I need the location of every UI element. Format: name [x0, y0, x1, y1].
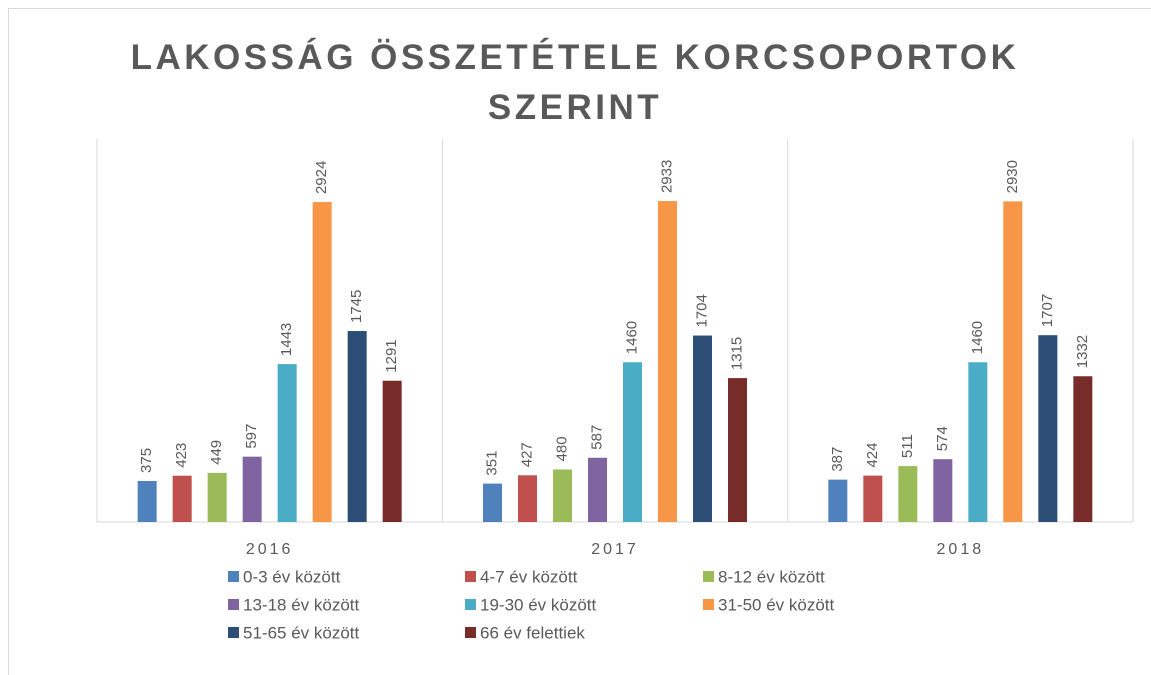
bar [588, 457, 607, 522]
x-tick-label: 2017 [591, 541, 639, 558]
data-label: 480 [553, 436, 570, 461]
legend-label: 31-50 év között [718, 595, 835, 614]
bar [382, 380, 402, 522]
data-label: 2930 [1004, 160, 1021, 193]
data-label: 1460 [969, 321, 986, 354]
bar [518, 475, 537, 522]
legend-swatch [703, 599, 714, 610]
bar [172, 475, 192, 522]
data-label: 597 [243, 424, 260, 449]
bar [553, 469, 572, 522]
legend-label: 51-65 év között [243, 623, 360, 642]
bar [242, 456, 262, 522]
legend-swatch [465, 627, 476, 638]
legend-label: 13-18 év között [243, 595, 360, 614]
bar [137, 480, 157, 522]
data-label: 351 [483, 451, 500, 476]
data-label: 587 [588, 425, 605, 450]
bar [347, 331, 367, 522]
data-label: 511 [899, 434, 916, 458]
bar [623, 362, 642, 522]
legend-swatch [465, 599, 476, 610]
legend-swatch [228, 571, 239, 582]
data-label: 1704 [693, 294, 710, 327]
data-label: 449 [208, 440, 225, 465]
data-label: 1315 [728, 337, 745, 370]
data-label: 2933 [658, 160, 675, 193]
bar [277, 364, 297, 522]
bar [483, 483, 502, 522]
bar [658, 201, 677, 522]
x-tick-label: 2016 [246, 541, 294, 558]
legend-label: 19-30 év között [480, 595, 597, 614]
data-label: 1443 [278, 323, 295, 356]
bar [968, 362, 988, 522]
bar [207, 472, 227, 522]
chart-frame [8, 8, 1151, 675]
bar [898, 466, 918, 522]
data-label: 375 [138, 448, 155, 473]
legend-label: 4-7 év között [480, 567, 578, 586]
data-label: 387 [829, 447, 846, 472]
data-label: 1291 [383, 339, 400, 372]
legend-label: 8-12 év között [718, 567, 825, 586]
data-label: 1460 [623, 321, 640, 354]
bar [1003, 201, 1023, 523]
bar [863, 475, 883, 522]
bar [1038, 335, 1058, 522]
chart-title: LAKOSSÁG ÖSSZETÉTELE KORCSOPORTOK SZERIN… [130, 38, 1020, 127]
data-label: 427 [518, 442, 535, 467]
legend-label: 0-3 év között [243, 567, 341, 586]
bar [728, 378, 747, 522]
bar [1073, 376, 1093, 522]
data-label: 1745 [348, 290, 365, 323]
data-label: 574 [934, 426, 951, 451]
data-label: 424 [864, 443, 881, 468]
data-label: 1332 [1074, 335, 1091, 368]
data-label: 2924 [313, 161, 330, 194]
legend-swatch [228, 627, 239, 638]
data-label: 423 [173, 443, 190, 468]
bar [828, 479, 848, 522]
legend-label: 66 év felettiek [480, 623, 585, 642]
bar [933, 459, 953, 522]
legend-swatch [465, 571, 476, 582]
legend-swatch [703, 571, 714, 582]
x-tick-label: 2018 [937, 541, 985, 558]
legend-swatch [228, 599, 239, 610]
bar [693, 335, 712, 522]
bar [312, 202, 332, 522]
data-label: 1707 [1039, 294, 1056, 327]
